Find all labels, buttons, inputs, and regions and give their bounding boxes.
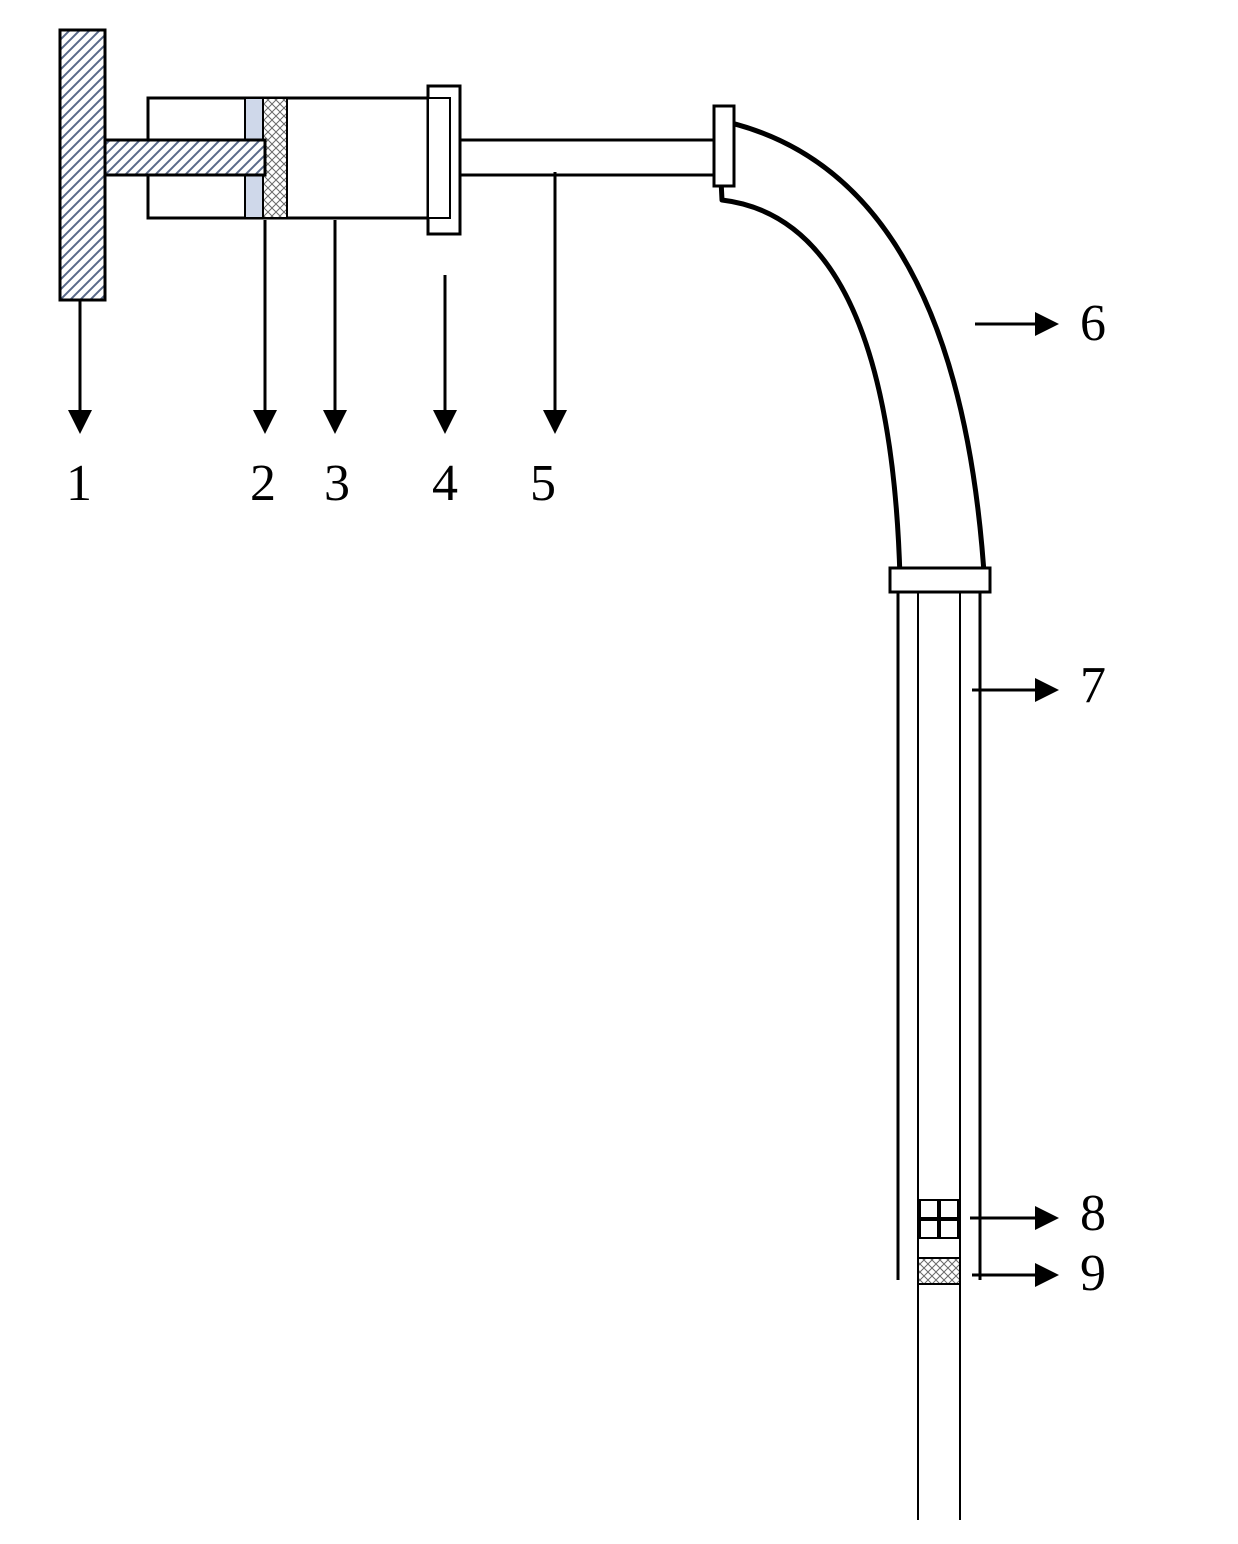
label-9: 9: [1080, 1245, 1106, 1302]
label-8: 8: [1080, 1185, 1106, 1242]
part-8-pellet: [940, 1220, 958, 1238]
part-4-flange-inner: [428, 98, 450, 218]
label-2: 2: [250, 455, 276, 512]
label-3: 3: [324, 455, 350, 512]
part-9-plug: [918, 1258, 960, 1284]
part-6-elbow-collar-outlet: [890, 568, 990, 592]
label-1: 1: [66, 455, 92, 512]
part-6-elbow: [718, 120, 985, 588]
part-8-pellet: [920, 1220, 938, 1238]
parts-layer: [60, 30, 990, 1520]
part-5-stem: [460, 140, 718, 175]
label-4: 4: [432, 455, 458, 512]
label-7: 7: [1080, 657, 1106, 714]
part-6-elbow-collar-inlet: [714, 106, 734, 186]
engineering-diagram: 123456789: [0, 0, 1238, 1544]
part-8-pellet: [940, 1200, 958, 1218]
part-1-wall-mount: [60, 30, 105, 300]
label-6: 6: [1080, 295, 1106, 352]
part-2-piston-body: [263, 98, 287, 218]
label-5: 5: [530, 455, 556, 512]
part-1-piston-rod: [105, 140, 265, 175]
part-8-pellet: [920, 1200, 938, 1218]
